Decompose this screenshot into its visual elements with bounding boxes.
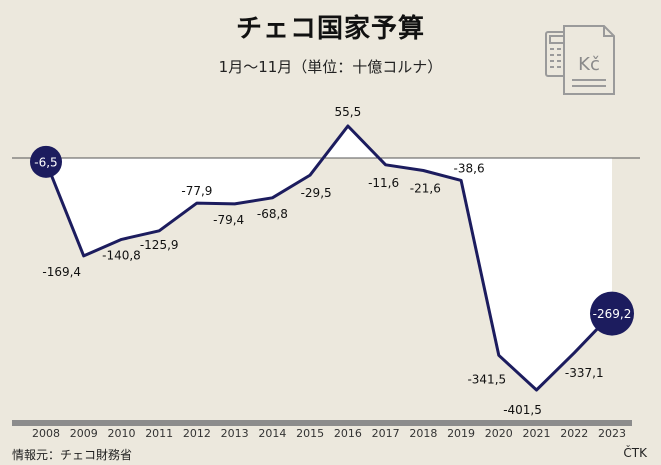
x-tick-label-2016: 2016 [334,427,362,440]
data-label-2013: -79,4 [213,213,244,227]
data-labels: -169,4 -140,8-125,9 -77,9 -79,4 -68,8 -29,5 55… [42,105,603,417]
calculator-invoice-icon: Kč [545,25,615,95]
source-note: 情報元：チェコ財務省 [12,448,133,462]
data-label-2012: -77,9 [181,184,212,198]
x-tick-label-2012: 2012 [183,427,211,440]
x-tick-label-2008: 2008 [32,427,60,440]
highlight-markers: -6,5 -269,2 [30,145,634,336]
x-tick-label-2009: 2009 [70,427,98,440]
x-tick-label-2013: 2013 [221,427,249,440]
x-tick-label-2017: 2017 [372,427,400,440]
x-tick-label-2019: 2019 [447,427,475,440]
logo-text: Kč [578,54,600,75]
data-label-2021: -401,5 [503,403,542,417]
chart-title: チェコ国家予算 [235,14,425,44]
data-label-2022: -337,1 [565,366,604,380]
data-label-2019: -38,6 [454,161,485,175]
data-label-2017: -11,6 [368,176,399,190]
x-tick-label-2010: 2010 [107,427,135,440]
data-label-2016: 55,5 [335,105,362,119]
marker-2008 [30,145,62,178]
data-label-2010: -140,8 [102,248,141,262]
x-tick-label-2023: 2023 [598,427,626,440]
area-fill [46,126,612,390]
x-tick-label-2021: 2021 [523,427,551,440]
data-label-2020: -341,5 [467,372,506,386]
chart-subtitle: 1月〜11月（単位：十億コルナ） [218,58,443,76]
x-tick-label-2015: 2015 [296,427,324,440]
x-tick-label-2020: 2020 [485,427,513,440]
marker-2023 [590,291,634,336]
x-tick-label-2014: 2014 [258,427,286,440]
data-label-2014: -68,8 [257,207,288,221]
series-line [44,124,614,392]
x-tick-label-2018: 2018 [409,427,437,440]
marker-label-2023: -269,2 [593,307,632,321]
x-axis-tick-labels: 2008 2009 2010 2011 2012 2013 2014 2015 2016 2017… [32,427,626,440]
agency-credit: ČTK [623,446,647,460]
data-label-2015: -29,5 [301,186,332,200]
x-axis-bar [12,420,632,426]
data-label-2018: -21,6 [410,182,441,196]
x-tick-label-2022: 2022 [560,427,588,440]
data-label-2011: -125,9 [140,238,179,252]
data-label-2009: -169,4 [42,265,81,279]
marker-label-2008: -6,5 [34,155,57,169]
x-tick-label-2011: 2011 [145,427,173,440]
